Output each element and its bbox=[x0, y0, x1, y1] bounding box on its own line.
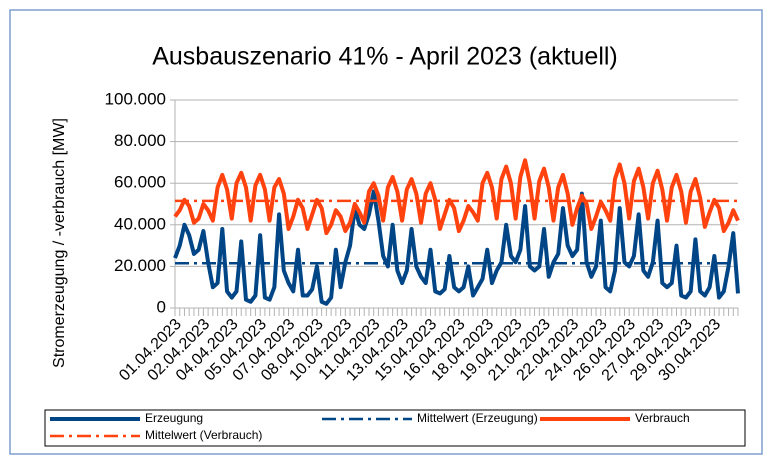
legend-label: Erzeugung bbox=[145, 411, 203, 425]
y-tick-label: 80.000 bbox=[114, 131, 166, 150]
y-axis-label: Stromerzeugung / -verbrauch [MW] bbox=[51, 118, 68, 368]
chart-title: Ausbauszenario 41% - April 2023 (aktuell… bbox=[152, 43, 618, 71]
y-tick-label: 40.000 bbox=[114, 214, 166, 233]
y-tick-label: 60.000 bbox=[114, 173, 166, 192]
legend-label: Verbrauch bbox=[635, 411, 690, 425]
y-tick-label: 0 bbox=[157, 297, 166, 316]
legend-box bbox=[44, 409, 746, 447]
series-line bbox=[173, 189, 740, 306]
legend-label: Mittelwert (Verbrauch) bbox=[145, 428, 262, 442]
series-line bbox=[173, 158, 740, 236]
y-tick-label: 100.000 bbox=[105, 89, 166, 108]
y-tick-label: 20.000 bbox=[114, 256, 166, 275]
legend-label: Mittelwert (Erzeugung) bbox=[417, 411, 538, 425]
